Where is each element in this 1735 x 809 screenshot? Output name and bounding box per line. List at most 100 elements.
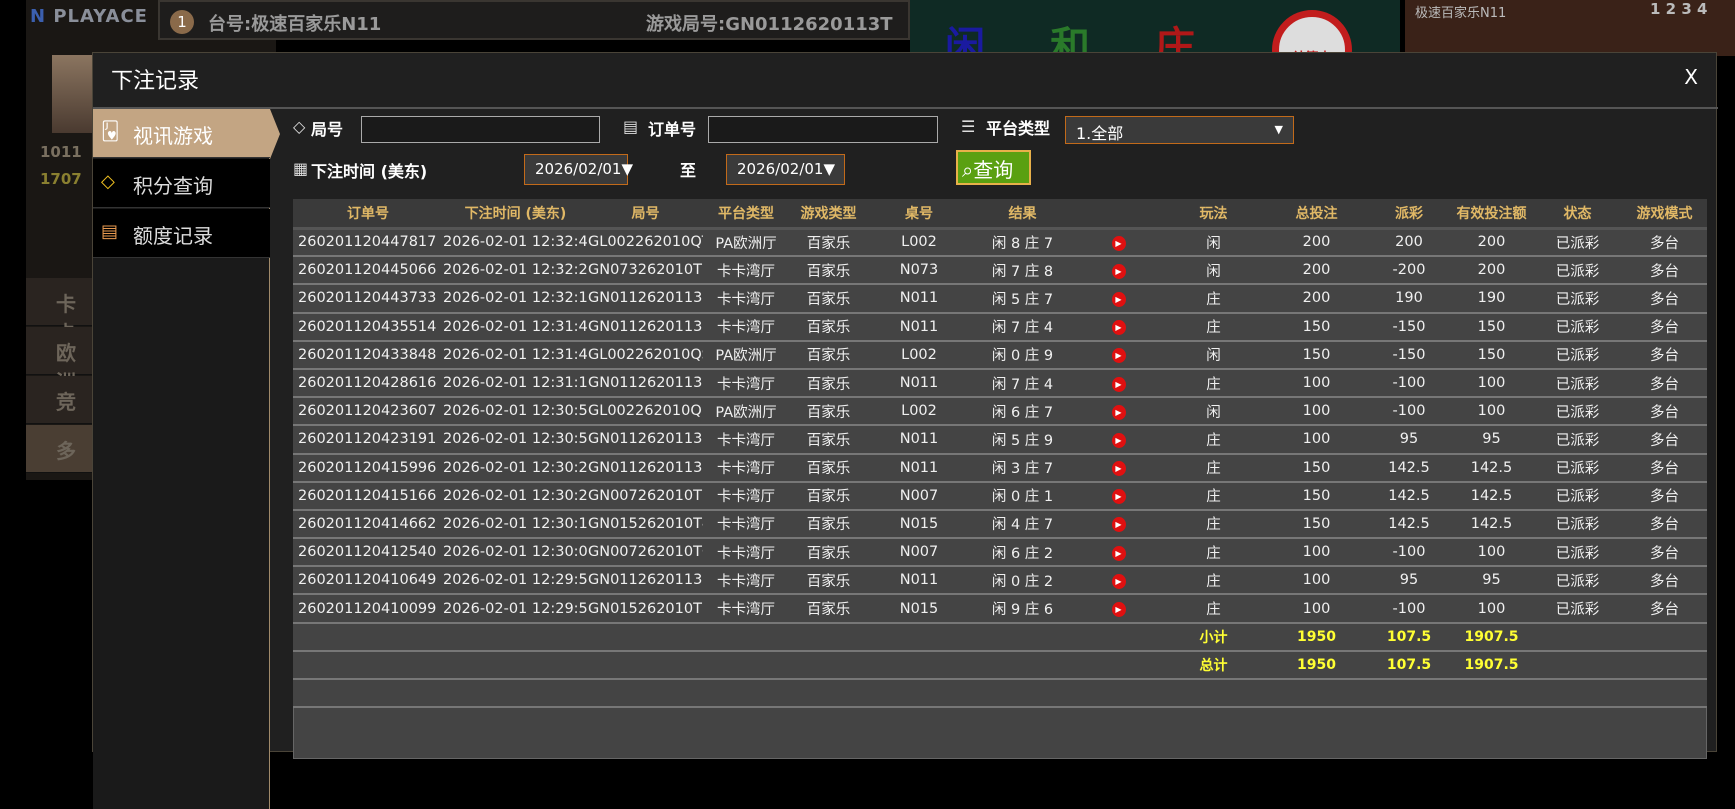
table-row: 260201120415166 2026-02-01 12:30:22 GN0072… xyxy=(293,481,1707,511)
table-row: 260201120433848 2026-02-01 12:31:40 GL0022… xyxy=(293,340,1707,370)
column-header: 结果 xyxy=(970,199,1075,230)
video-title: 极速百家乐N11 xyxy=(1415,6,1507,21)
empty-cell xyxy=(1533,650,1622,681)
replay-cell[interactable]: ▶ xyxy=(1075,256,1162,286)
table-row: 260201120423191 2026-02-01 12:30:56 GN0112… xyxy=(293,425,1707,455)
empty-cell xyxy=(588,622,703,652)
replay-cell[interactable]: ▶ xyxy=(1075,284,1162,314)
bet-time-cell: 2026-02-01 12:30:06 xyxy=(443,538,588,568)
play-replay-icon[interactable]: ▶ xyxy=(1111,602,1126,618)
avatar xyxy=(52,55,94,133)
order-id-cell: 260201120410099 xyxy=(293,594,443,624)
play-replay-icon[interactable]: ▶ xyxy=(1111,263,1126,279)
date-from-picker[interactable]: 2026/02/01▼ xyxy=(524,154,633,185)
tag-icon: ◇ xyxy=(293,117,306,136)
play-replay-icon[interactable]: ▶ xyxy=(1111,235,1126,251)
result-cell: 闲 9 庄 6 xyxy=(970,594,1075,624)
lobby-nav-item[interactable]: 竞 xyxy=(26,376,92,424)
playace-logo: N PLAYACE xyxy=(30,6,148,27)
order-input[interactable] xyxy=(708,116,938,143)
order-id-cell: 260201120445066 xyxy=(293,256,443,286)
play-replay-icon[interactable]: ▶ xyxy=(1111,291,1126,307)
round-id-cell: GN015262010T4 xyxy=(588,509,703,540)
replay-cell[interactable]: ▶ xyxy=(1075,228,1162,258)
game-mode-cell: 多台 xyxy=(1622,453,1707,483)
play-replay-icon[interactable]: ▶ xyxy=(1111,320,1126,336)
table-no-cell: L002 xyxy=(868,397,970,427)
lobby-nav-item[interactable]: 欧洲 xyxy=(26,327,92,394)
replay-cell[interactable]: ▶ xyxy=(1075,397,1162,427)
replay-cell[interactable]: ▶ xyxy=(1075,509,1162,540)
bet-type-cell: 庄 xyxy=(1162,425,1265,455)
game-mode-cell: 多台 xyxy=(1622,594,1707,624)
replay-cell[interactable]: ▶ xyxy=(1075,368,1162,399)
replay-cell[interactable]: ▶ xyxy=(1075,538,1162,568)
payout-cell: -100 xyxy=(1368,368,1450,399)
table-no-cell: L002 xyxy=(868,340,970,370)
empty-cell xyxy=(1075,650,1162,681)
replay-cell[interactable]: ▶ xyxy=(1075,453,1162,483)
order-id-cell: 260201120410649 xyxy=(293,566,443,596)
column-header: 总投注 xyxy=(1265,199,1368,230)
sidebar-item-points[interactable]: ◇ 积分查询 xyxy=(93,159,270,208)
play-replay-icon[interactable]: ▶ xyxy=(1111,376,1126,392)
valid-bet-cell: 142.5 xyxy=(1450,481,1533,511)
round-id-cell: GN0112620113Q xyxy=(588,368,703,399)
order-id-cell: 260201120435514 xyxy=(293,312,443,342)
empty-cell xyxy=(443,622,588,652)
status-cell: 已派彩 xyxy=(1533,509,1622,540)
play-replay-icon[interactable]: ▶ xyxy=(1111,432,1126,448)
status-cell: 已派彩 xyxy=(1533,566,1622,596)
payout-cell: 95 xyxy=(1368,425,1450,455)
play-replay-icon[interactable]: ▶ xyxy=(1111,404,1126,420)
status-cell: 已派彩 xyxy=(1533,284,1622,314)
round-id-cell: GN0112620113O xyxy=(588,453,703,483)
table-row: 260201120445066 2026-02-01 12:32:24 GN0732… xyxy=(293,256,1707,286)
table-no-cell: N011 xyxy=(868,312,970,342)
query-label: 查询 xyxy=(973,158,1014,182)
play-replay-icon[interactable]: ▶ xyxy=(1111,348,1126,364)
replay-cell[interactable]: ▶ xyxy=(1075,481,1162,511)
lobby-nav-item[interactable]: 卡卡 xyxy=(26,278,92,345)
order-id-cell: 260201120428616 xyxy=(293,368,443,399)
bet-time-label: 下注时间 (美东) xyxy=(311,162,428,181)
close-button[interactable]: X xyxy=(1684,65,1698,89)
play-replay-icon[interactable]: ▶ xyxy=(1111,517,1126,533)
replay-cell[interactable]: ▶ xyxy=(1075,312,1162,342)
subtotal-total-bet: 1950 xyxy=(1265,622,1368,652)
play-replay-icon[interactable]: ▶ xyxy=(1111,545,1126,561)
play-replay-icon[interactable]: ▶ xyxy=(1111,489,1126,505)
table-row: 260201120414662 2026-02-01 12:30:18 GN0152… xyxy=(293,509,1707,540)
empty-row xyxy=(293,679,1707,709)
replay-cell[interactable]: ▶ xyxy=(1075,594,1162,624)
bet-records-table: 订单号 下注时间 (美东) 局号 平台类型 游戏类型 桌号 结果 玩法 总投注 派彩 有效投注额 状态… xyxy=(293,199,1707,709)
replay-cell[interactable]: ▶ xyxy=(1075,425,1162,455)
lobby-nav-item[interactable]: 多 xyxy=(26,425,92,473)
total-bet-cell: 200 xyxy=(1265,256,1368,286)
total-bet-cell: 100 xyxy=(1265,538,1368,568)
play-replay-icon[interactable]: ▶ xyxy=(1111,573,1126,589)
valid-bet-cell: 190 xyxy=(1450,284,1533,314)
table-no-cell: N011 xyxy=(868,284,970,314)
sidebar-item-video-games[interactable]: 🂻 视讯游戏 xyxy=(93,109,270,158)
bet-type-cell: 庄 xyxy=(1162,509,1265,540)
divider xyxy=(93,107,1718,109)
replay-cell[interactable]: ▶ xyxy=(1075,340,1162,370)
bet-type-cell: 庄 xyxy=(1162,284,1265,314)
payout-cell: -150 xyxy=(1368,312,1450,342)
status-cell: 已派彩 xyxy=(1533,481,1622,511)
round-input[interactable] xyxy=(361,116,600,143)
play-replay-icon[interactable]: ▶ xyxy=(1111,461,1126,477)
query-button[interactable]: ⌕查询 xyxy=(956,150,1031,185)
platform-cell: 卡卡湾厅 xyxy=(703,538,789,568)
date-to-picker[interactable]: 2026/02/01▼ xyxy=(726,154,845,185)
platform-select[interactable]: 1.全部 ▼ xyxy=(1065,116,1294,144)
server-icon: ☰ xyxy=(961,117,976,136)
game-mode-cell: 多台 xyxy=(1622,228,1707,258)
diamond-icon: ◇ xyxy=(101,171,115,192)
replay-cell[interactable]: ▶ xyxy=(1075,566,1162,596)
sidebar-item-credit-records[interactable]: ▤ 额度记录 xyxy=(93,209,270,258)
total-bet-cell: 100 xyxy=(1265,594,1368,624)
video-tabs[interactable]: 1 2 3 4 xyxy=(1650,0,1708,18)
payout-cell: -100 xyxy=(1368,538,1450,568)
